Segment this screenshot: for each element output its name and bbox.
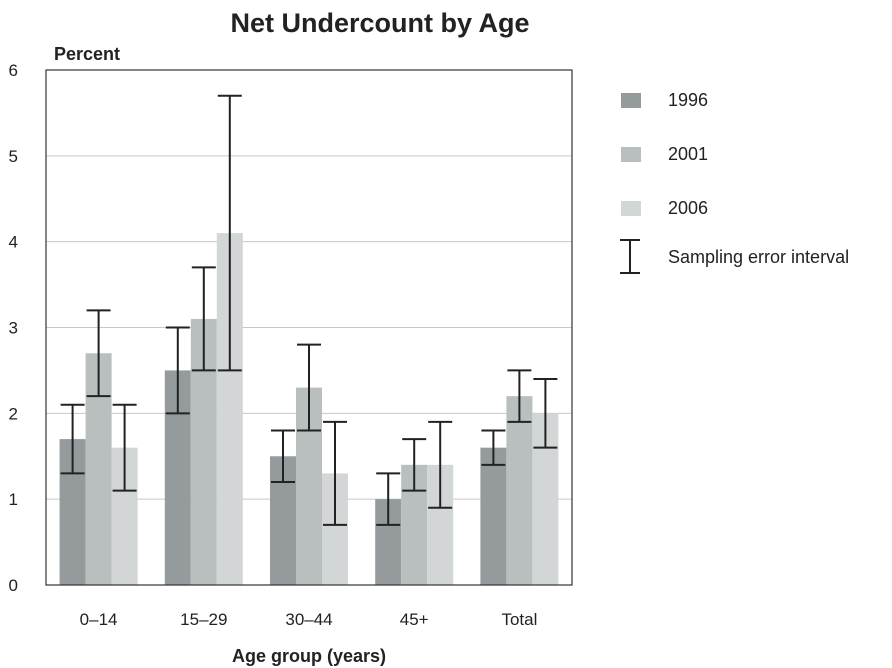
x-axis-label: Age group (years) — [232, 646, 386, 666]
bars — [59, 233, 559, 586]
legend-swatch — [621, 147, 641, 162]
y-tick-label: 5 — [9, 147, 18, 166]
legend-label: 1996 — [668, 90, 708, 110]
plot-frame — [45, 69, 573, 586]
bar — [506, 396, 533, 585]
y-axis-label: Percent — [54, 44, 120, 64]
y-tick-label: 4 — [9, 233, 18, 252]
chart-title: Net Undercount by Age — [230, 8, 529, 38]
legend-error-label: Sampling error interval — [668, 247, 849, 267]
x-tick-labels: 0–14 15–29 30–44 45+ Total — [80, 610, 538, 629]
y-tick-label: 1 — [9, 490, 18, 509]
y-tick-label: 6 — [9, 61, 18, 80]
y-tick-label: 3 — [9, 319, 18, 338]
legend-label: 2006 — [668, 198, 708, 218]
legend: 1996 2001 2006 Sampling error interval — [620, 90, 849, 274]
bar — [480, 447, 507, 585]
legend-label: 2001 — [668, 144, 708, 164]
x-tick-label: 30–44 — [285, 610, 332, 629]
legend-swatch — [621, 93, 641, 108]
y-tick-label: 0 — [9, 576, 18, 595]
y-tick-label: 2 — [9, 404, 18, 423]
x-tick-label: 0–14 — [80, 610, 118, 629]
y-tick-labels: 0 1 2 3 4 5 6 — [9, 61, 18, 595]
x-tick-label: 45+ — [400, 610, 429, 629]
x-tick-label: 15–29 — [180, 610, 227, 629]
legend-swatch — [621, 201, 641, 216]
x-tick-label: Total — [501, 610, 537, 629]
error-bars — [60, 94, 558, 526]
